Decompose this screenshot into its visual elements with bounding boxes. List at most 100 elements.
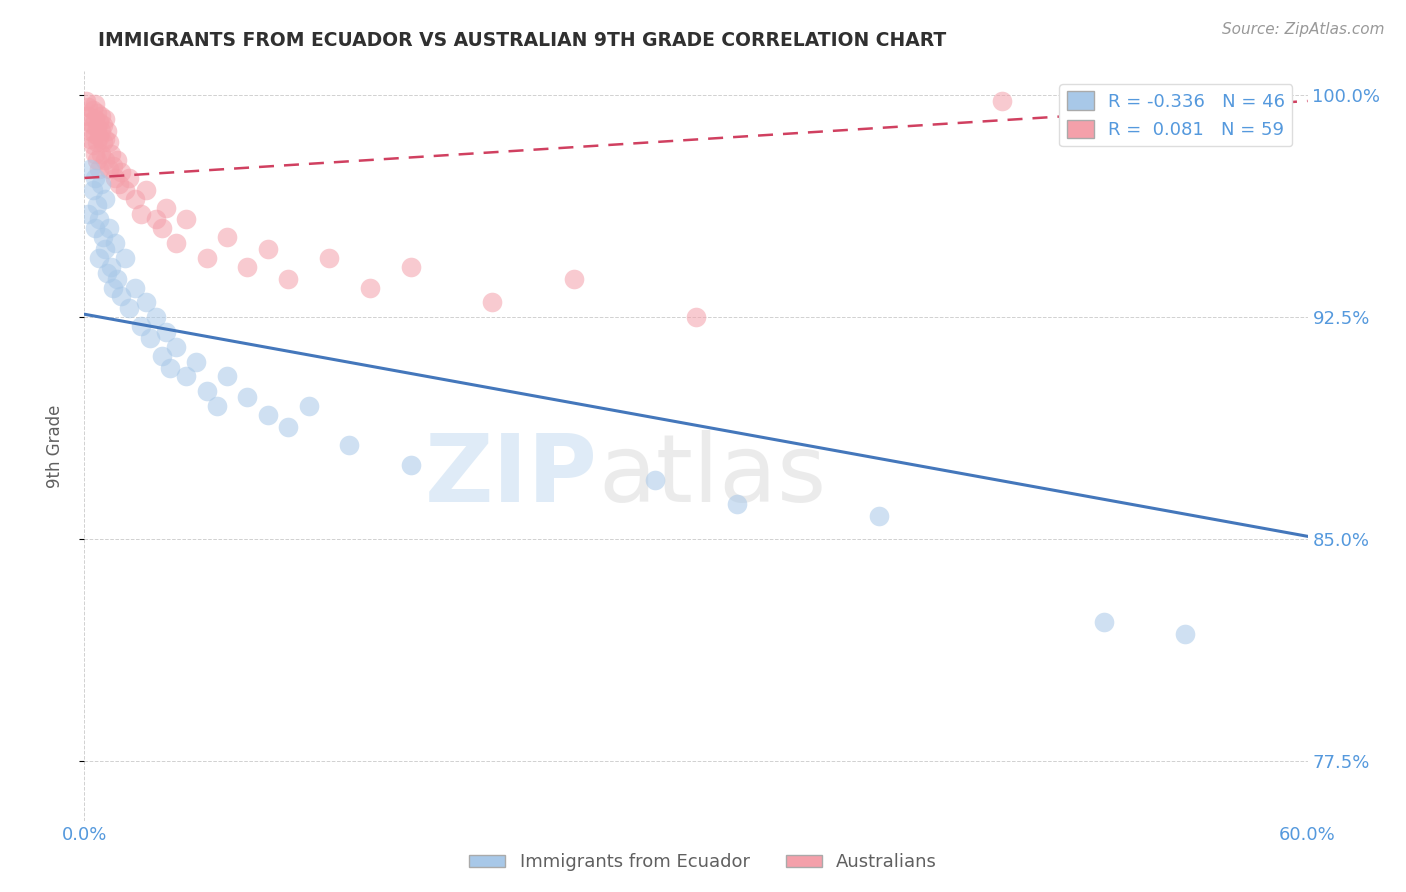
Point xyxy=(399,458,422,473)
Point xyxy=(97,162,120,177)
Point xyxy=(131,319,153,334)
Point xyxy=(1092,615,1115,630)
Point xyxy=(82,103,104,117)
Point xyxy=(87,251,110,265)
Point xyxy=(481,295,503,310)
Point xyxy=(83,97,105,112)
Point xyxy=(195,384,218,399)
Point xyxy=(217,230,239,244)
Point xyxy=(83,171,105,186)
Point xyxy=(83,127,105,141)
Point xyxy=(87,212,110,227)
Point xyxy=(644,473,666,487)
Point xyxy=(124,280,146,294)
Point xyxy=(93,112,115,126)
Point xyxy=(97,136,120,150)
Point xyxy=(339,437,361,451)
Point xyxy=(138,331,160,345)
Point xyxy=(83,147,105,161)
Point xyxy=(145,310,167,325)
Point xyxy=(562,271,585,285)
Point xyxy=(150,221,173,235)
Point xyxy=(359,280,381,294)
Point xyxy=(93,242,115,256)
Point xyxy=(298,399,321,413)
Point xyxy=(118,301,141,316)
Point xyxy=(96,123,118,137)
Point xyxy=(205,399,228,413)
Point xyxy=(114,251,136,265)
Point xyxy=(991,94,1014,108)
Point xyxy=(100,147,122,161)
Point xyxy=(869,508,891,523)
Point xyxy=(174,212,197,227)
Point xyxy=(108,177,131,191)
Point xyxy=(318,251,340,265)
Point xyxy=(104,171,127,186)
Point xyxy=(86,120,108,135)
Text: atlas: atlas xyxy=(598,430,827,522)
Point xyxy=(86,197,108,211)
Point xyxy=(100,260,122,274)
Point xyxy=(159,360,181,375)
Point xyxy=(150,349,173,363)
Legend: Immigrants from Ecuador, Australians: Immigrants from Ecuador, Australians xyxy=(461,847,945,879)
Point xyxy=(90,147,112,161)
Point xyxy=(86,136,108,150)
Point xyxy=(91,136,114,150)
Point xyxy=(82,138,104,153)
Point xyxy=(277,419,299,434)
Y-axis label: 9th Grade: 9th Grade xyxy=(45,404,63,488)
Point xyxy=(105,153,128,168)
Point xyxy=(91,118,114,132)
Point xyxy=(93,153,115,168)
Point xyxy=(124,192,146,206)
Point xyxy=(118,171,141,186)
Point xyxy=(77,109,100,123)
Point xyxy=(97,221,120,235)
Point xyxy=(236,390,259,404)
Point xyxy=(86,153,108,168)
Point xyxy=(90,109,112,123)
Point xyxy=(277,271,299,285)
Point xyxy=(217,369,239,384)
Point xyxy=(105,271,128,285)
Point xyxy=(165,236,187,251)
Point xyxy=(87,162,110,177)
Point xyxy=(93,192,115,206)
Point xyxy=(145,212,167,227)
Point xyxy=(114,183,136,197)
Point xyxy=(104,236,127,251)
Point xyxy=(257,408,280,422)
Point xyxy=(186,354,208,368)
Point xyxy=(91,230,114,244)
Point xyxy=(90,177,112,191)
Point xyxy=(77,206,100,220)
Point xyxy=(93,132,115,146)
Point xyxy=(135,295,157,310)
Legend: R = -0.336   N = 46, R =  0.081   N = 59: R = -0.336 N = 46, R = 0.081 N = 59 xyxy=(1060,84,1292,146)
Point xyxy=(83,112,105,126)
Point xyxy=(1174,627,1197,641)
Point xyxy=(725,497,748,511)
Point xyxy=(135,183,157,197)
Point xyxy=(83,221,105,235)
Point xyxy=(86,105,108,120)
Point xyxy=(79,123,101,137)
Text: ZIP: ZIP xyxy=(425,430,598,522)
Point xyxy=(131,206,153,220)
Point xyxy=(399,260,422,274)
Point xyxy=(79,132,101,146)
Point xyxy=(110,289,132,303)
Point xyxy=(87,114,110,128)
Point xyxy=(79,114,101,128)
Point xyxy=(96,266,118,280)
Point xyxy=(82,183,104,197)
Point xyxy=(110,165,132,179)
Point xyxy=(75,94,97,108)
Text: Source: ZipAtlas.com: Source: ZipAtlas.com xyxy=(1222,22,1385,37)
Point xyxy=(87,129,110,144)
Point xyxy=(155,201,177,215)
Point xyxy=(174,369,197,384)
Point xyxy=(101,159,124,173)
